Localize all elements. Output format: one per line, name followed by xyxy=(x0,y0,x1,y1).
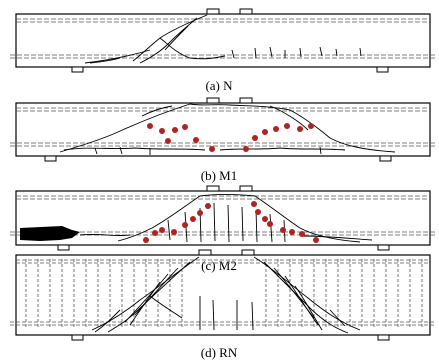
support-left xyxy=(71,66,84,73)
repair-dot xyxy=(255,209,261,215)
support-right xyxy=(376,66,389,73)
loading-plate-left xyxy=(206,97,220,104)
repair-dot xyxy=(299,231,305,237)
repair-dot xyxy=(308,123,314,129)
repair-dot xyxy=(262,129,268,135)
loading-plate-right xyxy=(239,8,253,15)
rebars xyxy=(10,195,435,236)
support-left xyxy=(57,244,70,251)
support-right xyxy=(377,334,390,341)
repair-dot xyxy=(190,216,196,222)
beam-outline xyxy=(15,13,431,68)
caption-n: (a) N xyxy=(205,78,233,93)
repair-dots xyxy=(147,123,314,152)
beam-outline xyxy=(15,102,431,157)
caption-m2: (c) M2 xyxy=(201,258,237,273)
repair-dot xyxy=(252,135,258,141)
beam-outline xyxy=(15,190,431,246)
cracks xyxy=(84,14,362,64)
repair-dot xyxy=(172,127,178,133)
repair-dot xyxy=(147,123,153,129)
rebars xyxy=(10,259,435,326)
spalled-region xyxy=(20,226,80,241)
beam-outline xyxy=(15,254,431,336)
stirrups xyxy=(25,259,423,327)
loading-plate-right xyxy=(241,249,255,256)
panel-m1 xyxy=(10,97,435,162)
panel-n xyxy=(10,8,435,73)
repair-dot xyxy=(313,237,319,243)
repair-dot xyxy=(297,126,303,132)
repair-dot xyxy=(165,138,171,144)
repair-dot xyxy=(280,227,286,233)
repair-dot xyxy=(143,237,149,243)
repair-dot xyxy=(284,123,290,129)
loading-plate-right xyxy=(239,97,253,104)
repair-dot xyxy=(243,146,249,152)
repair-dot xyxy=(182,124,188,130)
support-right xyxy=(377,244,390,251)
support-right xyxy=(379,155,392,162)
caption-rn: (d) RN xyxy=(201,345,238,360)
repair-dot xyxy=(209,146,215,152)
repair-dots xyxy=(143,201,319,243)
caption-m1: (b) M1 xyxy=(201,168,237,183)
repair-dot xyxy=(159,128,165,134)
cracks xyxy=(91,256,361,334)
rebars xyxy=(10,18,435,59)
rebars xyxy=(10,107,435,147)
repair-dot xyxy=(159,227,165,233)
loading-plate-left xyxy=(206,8,220,15)
repair-dot xyxy=(262,216,268,222)
repair-dot xyxy=(273,126,279,132)
repair-dot xyxy=(197,210,203,216)
repair-dot xyxy=(171,229,177,235)
repair-dot xyxy=(205,203,211,209)
panel-rn xyxy=(10,249,435,341)
repair-dot xyxy=(182,222,188,228)
loading-plate-left xyxy=(198,249,212,256)
repair-dot xyxy=(193,137,199,143)
cracks xyxy=(59,103,396,155)
loading-plate-left xyxy=(206,185,220,192)
repair-dot xyxy=(267,221,273,227)
panel-m2 xyxy=(10,185,435,251)
repair-dot xyxy=(289,229,295,235)
loading-plate-right xyxy=(239,185,253,192)
support-left xyxy=(71,334,84,341)
repair-dot xyxy=(152,230,158,236)
repair-dot xyxy=(251,201,257,207)
support-left xyxy=(44,155,57,162)
cracks xyxy=(79,194,373,243)
